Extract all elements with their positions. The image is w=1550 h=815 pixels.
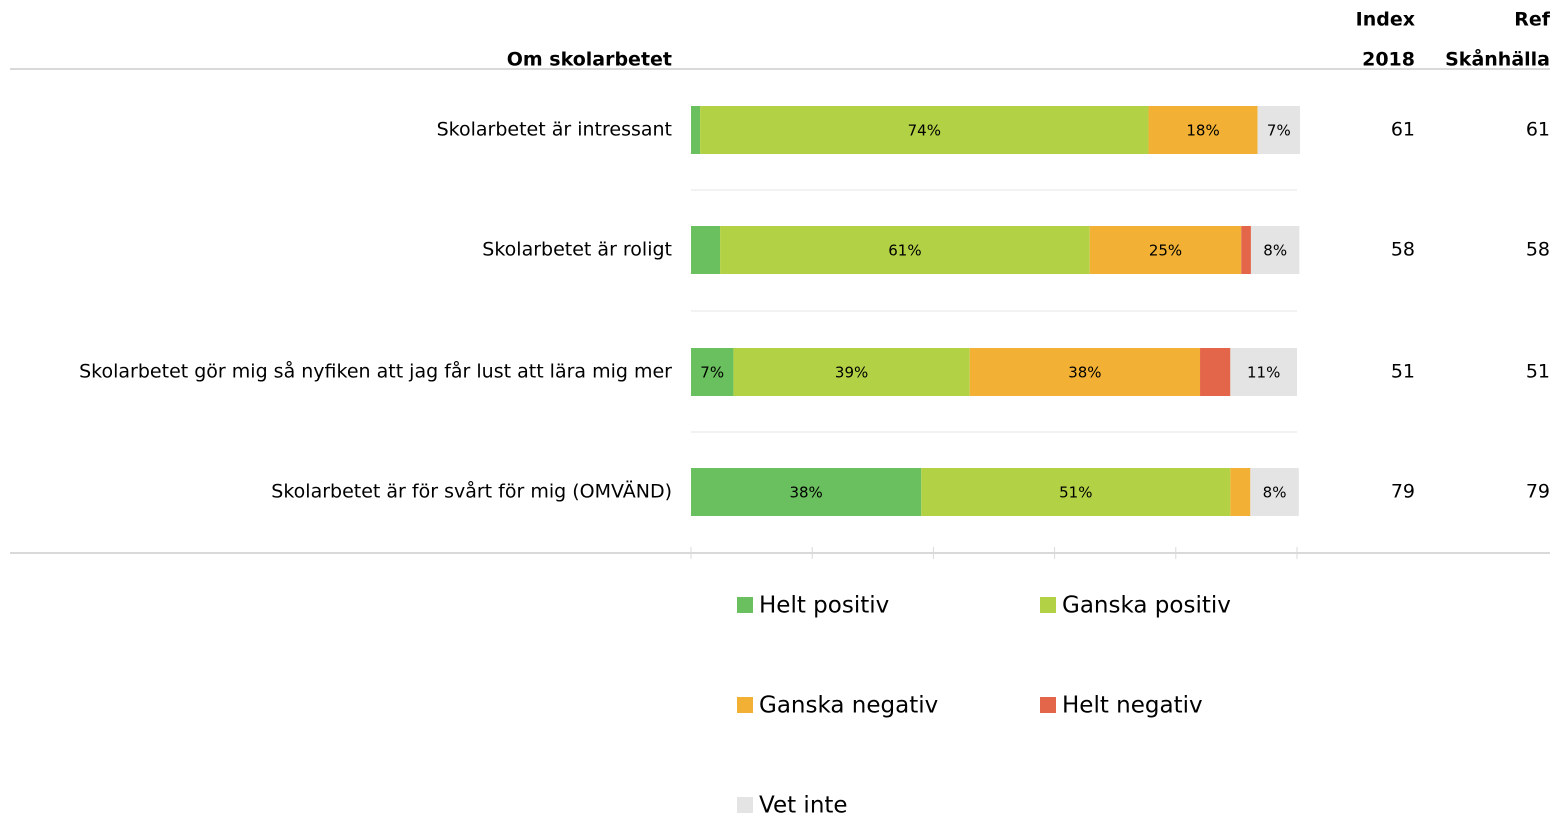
legend-label: Ganska positiv xyxy=(1062,593,1231,619)
bar-segment xyxy=(1148,106,1258,154)
column-header: Skånhälla xyxy=(1445,47,1550,71)
data-label: 18% xyxy=(1186,122,1219,140)
bar-segment xyxy=(1230,348,1297,396)
column-header: Ref xyxy=(1514,9,1550,31)
data-label: 74% xyxy=(908,122,941,140)
data-label: 11% xyxy=(1247,364,1280,382)
bar-segment xyxy=(1089,226,1242,274)
bar-segment xyxy=(691,226,721,274)
column-value: 58 xyxy=(1391,239,1415,261)
bar-segment xyxy=(1250,226,1300,274)
category-label: Skolarbetet är för svårt för mig (OMVÄND… xyxy=(271,480,672,503)
category-label: Skolarbetet är intressant xyxy=(436,118,672,141)
bar-segment xyxy=(720,226,1090,274)
bar-segment xyxy=(691,468,922,516)
bar-segment xyxy=(1241,226,1251,274)
bar-segment xyxy=(1257,106,1301,154)
bar-segment xyxy=(1200,348,1231,396)
bar-segment xyxy=(969,348,1201,396)
bar-segment xyxy=(691,106,701,154)
data-label: 51% xyxy=(1059,484,1092,502)
legend-label: Ganska negativ xyxy=(759,693,938,719)
bar-segment xyxy=(691,348,734,396)
category-label: Skolarbetet gör mig så nyfiken att jag f… xyxy=(79,360,672,383)
column-value: 79 xyxy=(1391,481,1415,503)
category-label: Skolarbetet är roligt xyxy=(482,238,672,261)
bar-segment xyxy=(1250,468,1299,516)
data-label: 7% xyxy=(1267,122,1291,140)
legend-swatch xyxy=(737,797,753,813)
data-label: 8% xyxy=(1263,484,1287,502)
bar-segment xyxy=(733,348,970,396)
bar-segment xyxy=(1230,468,1251,516)
data-label: 25% xyxy=(1149,242,1182,260)
legend-swatch xyxy=(737,597,753,613)
data-label: 39% xyxy=(835,364,868,382)
legend-label: Helt negativ xyxy=(1062,693,1203,719)
data-label: 38% xyxy=(789,484,822,502)
data-label: 38% xyxy=(1068,364,1101,382)
column-value: 51 xyxy=(1526,361,1550,383)
section-title: Om skolarbetet xyxy=(507,49,672,71)
column-value: 61 xyxy=(1526,119,1550,141)
legend-swatch xyxy=(737,697,753,713)
data-label: 7% xyxy=(700,364,724,382)
bar-segment xyxy=(700,106,1149,154)
legend-swatch xyxy=(1040,697,1056,713)
column-header: Index xyxy=(1356,9,1415,31)
legend-label: Vet inte xyxy=(759,793,848,815)
column-value: 58 xyxy=(1526,239,1550,261)
bar-segment xyxy=(921,468,1231,516)
data-label: 8% xyxy=(1263,242,1287,260)
column-value: 79 xyxy=(1526,481,1550,503)
column-header: 2018 xyxy=(1362,49,1415,71)
column-value: 51 xyxy=(1391,361,1415,383)
column-value: 61 xyxy=(1391,119,1415,141)
data-label: 61% xyxy=(888,242,921,260)
legend-swatch xyxy=(1040,597,1056,613)
legend-label: Helt positiv xyxy=(759,593,889,619)
